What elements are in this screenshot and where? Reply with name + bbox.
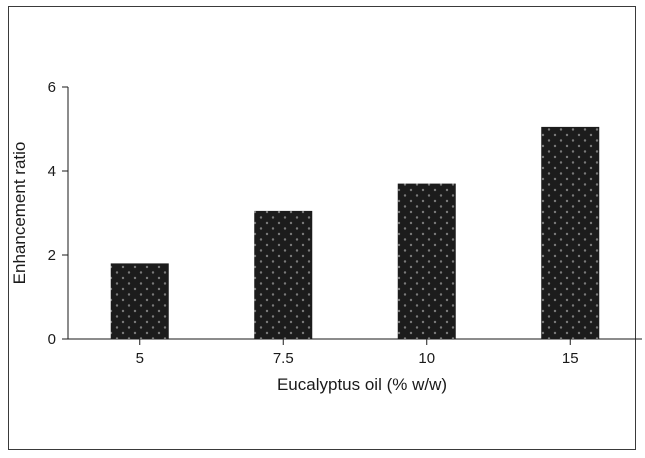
- bars: [110, 126, 600, 340]
- x-ticks: 5 7.5 10 15: [136, 339, 579, 367]
- bar-10: [397, 183, 456, 339]
- x-tick-label: 15: [562, 350, 579, 367]
- y-tick-label: 2: [48, 247, 56, 264]
- y-ticks: 0 2 4 6: [48, 79, 68, 348]
- y-tick-label: 4: [48, 163, 56, 180]
- bar-15: [541, 126, 600, 340]
- x-axis-title: Eucalyptus oil (% w/w): [277, 375, 447, 394]
- chart-frame: [8, 6, 636, 450]
- y-axis-title: Enhancement ratio: [10, 142, 29, 285]
- bar-7.5: [254, 210, 313, 339]
- y-tick-label: 0: [48, 331, 56, 348]
- y-tick-label: 6: [48, 79, 56, 96]
- x-tick-label: 5: [136, 350, 144, 367]
- x-tick-label: 7.5: [273, 350, 294, 367]
- bar-5: [110, 263, 169, 339]
- x-tick-label: 10: [418, 350, 435, 367]
